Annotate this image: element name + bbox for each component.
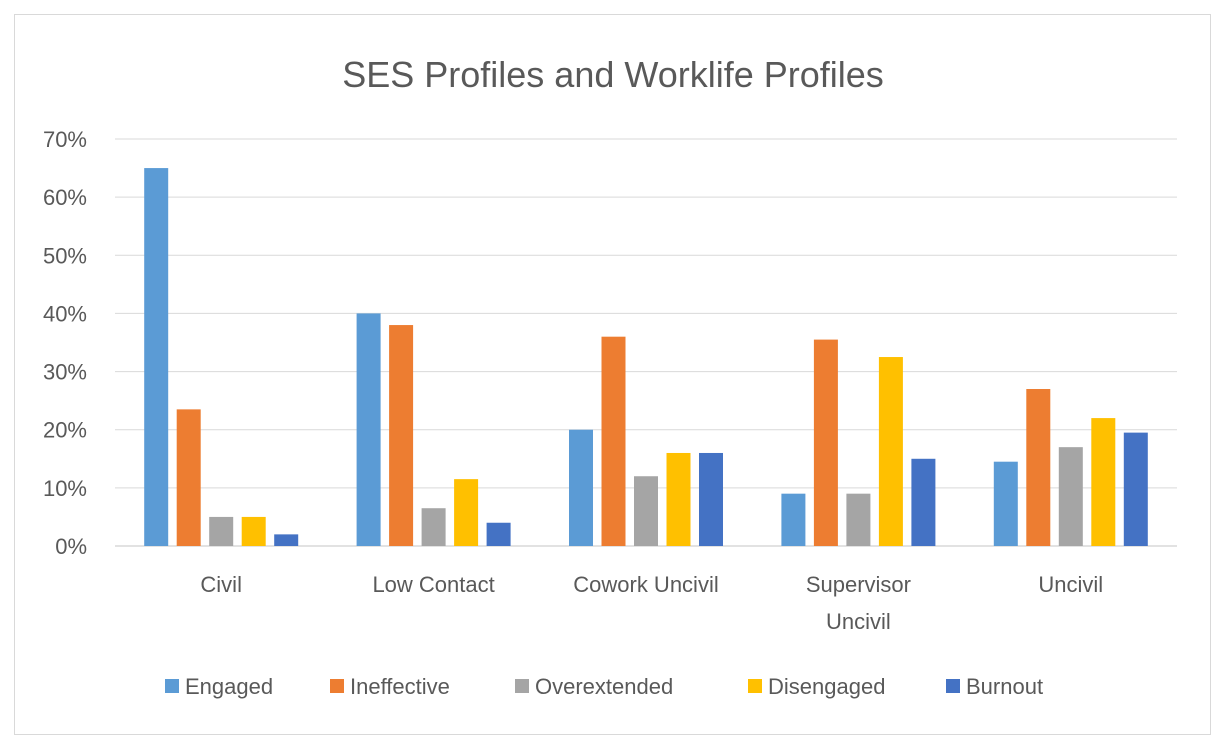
bar-chart: SES Profiles and Worklife Profiles 0% 10%… [43, 54, 1177, 699]
y-tick-label: 0% [55, 534, 87, 559]
chart-title: SES Profiles and Worklife Profiles [342, 54, 884, 95]
x-category-label: Cowork Uncivil [573, 572, 718, 597]
legend-label-engaged: Engaged [185, 674, 273, 699]
x-category-label: Low Contact [372, 572, 494, 597]
bar-engaged-3 [781, 493, 806, 546]
y-tick-label: 10% [43, 476, 87, 501]
bar-ineffective-0 [176, 409, 201, 546]
bar-engaged-2 [569, 429, 593, 546]
y-tick-label: 40% [43, 301, 87, 326]
bar-burnout-1 [486, 522, 511, 546]
bar-engaged-0 [144, 168, 169, 547]
bar-overextended-2 [634, 476, 658, 546]
bar-burnout-0 [274, 534, 299, 546]
bar-ineffective-1 [389, 325, 414, 546]
bar-disengaged-1 [454, 479, 479, 546]
bar-ineffective-3 [813, 339, 838, 546]
y-axis-tick-labels: 0% 10% 20% 30% 40% 50% 60% 70% [43, 127, 87, 559]
legend-label-disengaged: Disengaged [768, 674, 885, 699]
x-category-label: Civil [200, 572, 242, 597]
x-category-label: Supervisor [806, 572, 911, 597]
legend-swatch-engaged [165, 679, 179, 693]
legend: Engaged Ineffective Overextended Disengaged… [165, 674, 1043, 699]
bar-burnout-3 [911, 458, 936, 546]
bar-overextended-3 [846, 493, 871, 546]
bar-disengaged-3 [878, 357, 903, 546]
bar-overextended-1 [421, 508, 446, 546]
y-tick-label: 30% [43, 360, 87, 385]
y-tick-label: 20% [43, 418, 87, 443]
bar-ineffective-4 [1026, 389, 1051, 546]
bar-engaged-1 [356, 313, 381, 546]
bar-disengaged-2 [666, 452, 691, 546]
legend-swatch-ineffective [330, 679, 344, 693]
bar-ineffective-2 [601, 336, 626, 546]
bar-burnout-2 [699, 452, 723, 546]
legend-label-burnout: Burnout [966, 674, 1043, 699]
legend-swatch-overextended [515, 679, 529, 693]
bar-disengaged-4 [1091, 418, 1116, 546]
x-axis-category-labels: Civil Low Contact Cowork Uncivil Supervisor… [200, 572, 1103, 634]
bar-overextended-4 [1058, 447, 1083, 546]
bar-disengaged-0 [241, 516, 266, 546]
chart-frame: SES Profiles and Worklife Profiles 0% 10%… [14, 14, 1211, 735]
x-category-label: Uncivil [1038, 572, 1103, 597]
legend-swatch-disengaged [748, 679, 762, 693]
x-category-label: Uncivil [826, 609, 891, 634]
y-tick-label: 60% [43, 185, 87, 210]
legend-label-overextended: Overextended [535, 674, 673, 699]
bar-overextended-0 [209, 516, 234, 546]
bar-engaged-4 [993, 461, 1018, 546]
bar-burnout-4 [1123, 432, 1148, 546]
legend-swatch-burnout [946, 679, 960, 693]
y-tick-label: 70% [43, 127, 87, 152]
bar-series [144, 168, 1148, 547]
legend-label-ineffective: Ineffective [350, 674, 450, 699]
y-tick-label: 50% [43, 243, 87, 268]
